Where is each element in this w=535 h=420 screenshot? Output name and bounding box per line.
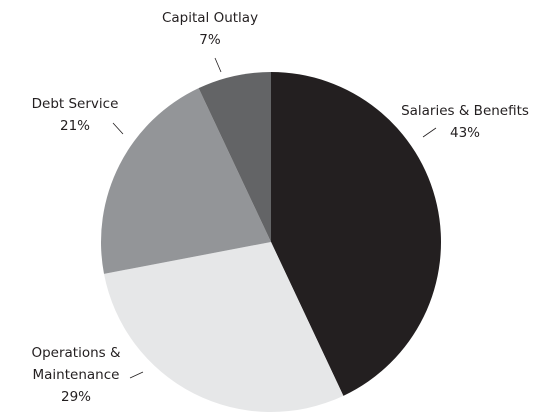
slice-label: Operations & Maintenance 29%	[21, 342, 131, 408]
leader-line	[112, 122, 124, 135]
slice-label: Debt Service 21%	[20, 93, 130, 137]
value-label: 21%	[59, 118, 90, 134]
leader-line	[214, 57, 222, 73]
leader-line	[422, 127, 437, 138]
pie-slice	[100, 88, 271, 274]
value-label: 29%	[60, 389, 91, 405]
slice-label: Salaries & Benefits 43%	[385, 100, 535, 144]
category-label: Salaries & Benefits	[401, 103, 529, 119]
value-label: 7%	[199, 32, 221, 48]
category-label: Capital Outlay	[161, 10, 259, 26]
category-label: Operations & Maintenance	[31, 345, 121, 383]
value-label: 43%	[449, 125, 480, 141]
category-label: Debt Service	[31, 96, 119, 112]
pie-slice	[271, 72, 442, 396]
slice-label: Capital Outlay 7%	[150, 7, 270, 51]
pie-slice	[198, 72, 271, 242]
leader-line	[129, 371, 144, 379]
pie-slice	[104, 242, 344, 412]
